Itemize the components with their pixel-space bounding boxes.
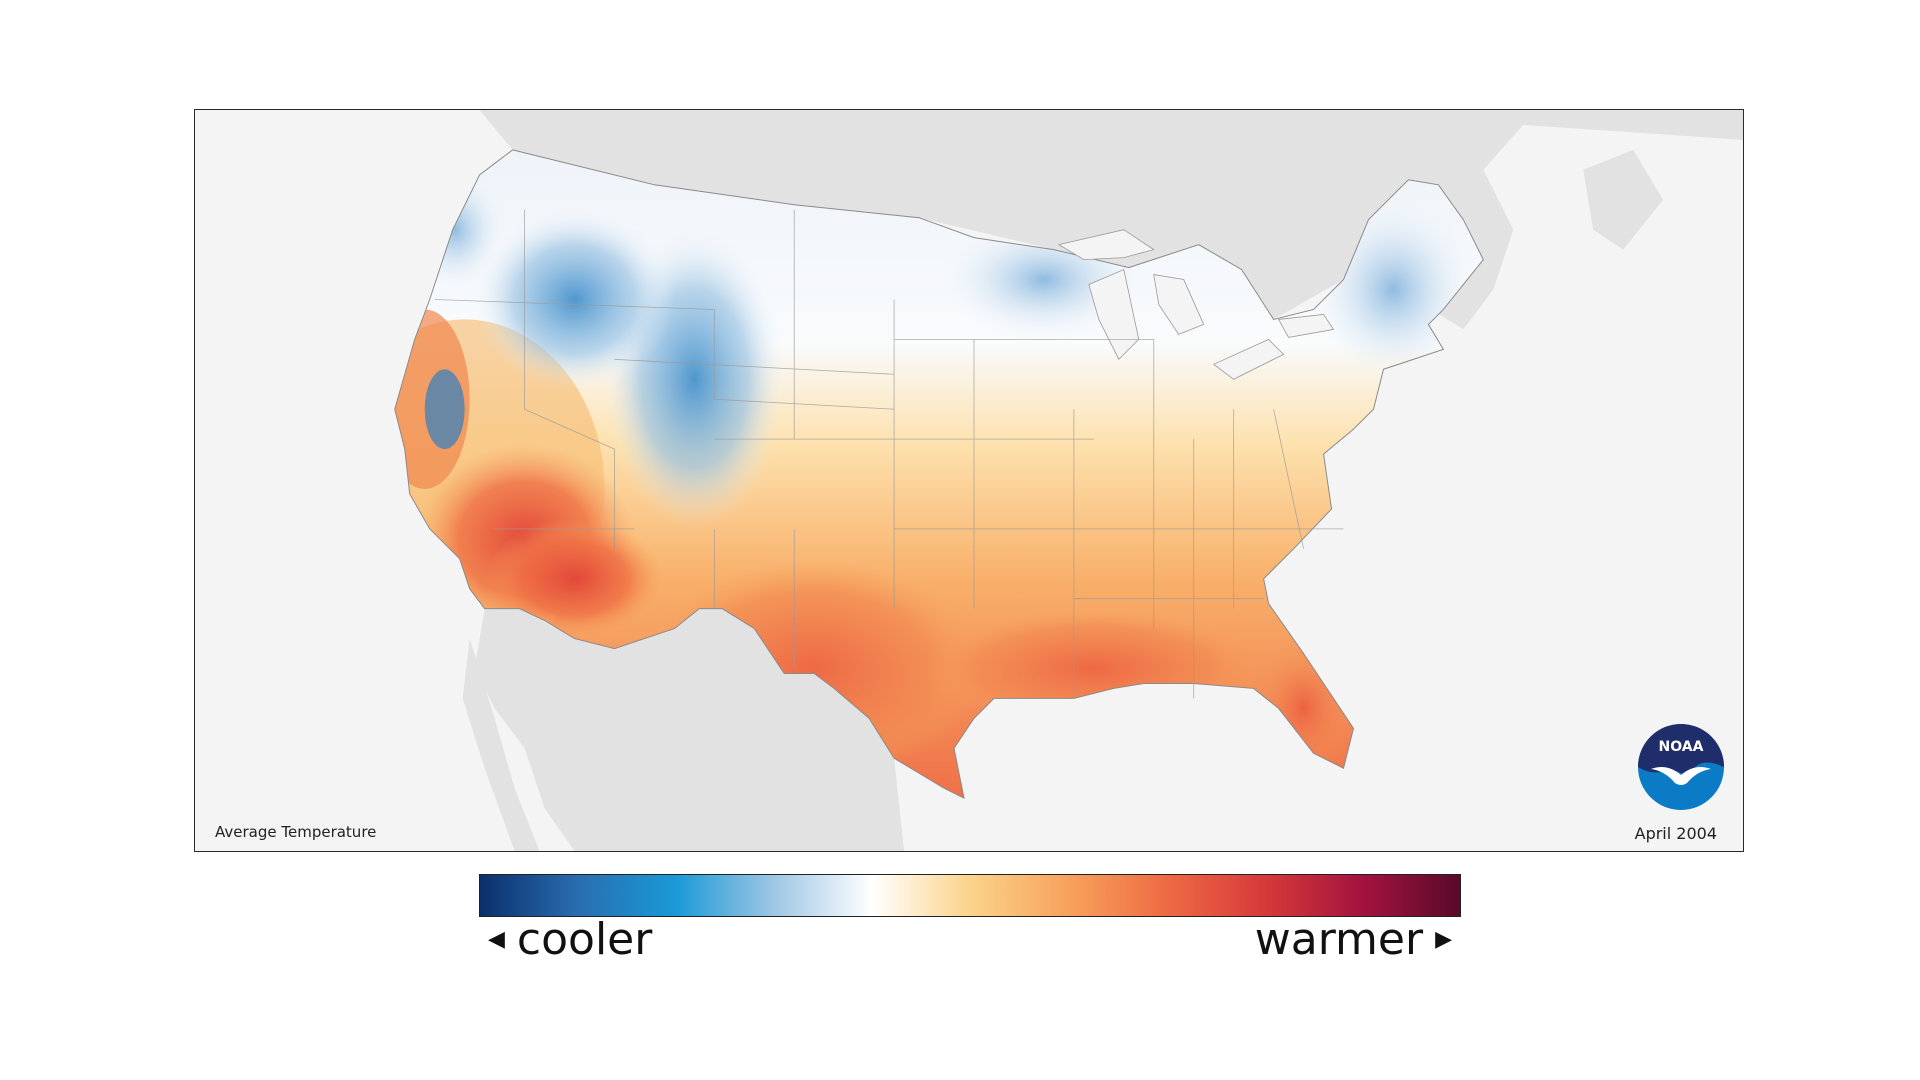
cooler-text: cooler: [516, 914, 653, 965]
map-date: April 2004: [1634, 824, 1717, 843]
map-title: Average Temperature: [215, 823, 377, 841]
noaa-logo: NOAA: [1638, 724, 1724, 810]
state-boundaries: [434, 209, 1344, 699]
us-temperature-map-graphic: [394, 110, 1743, 851]
warmer-text: warmer: [1254, 914, 1424, 965]
legend-cooler-label: ◀ cooler: [488, 914, 652, 965]
greenland-islands: [1583, 149, 1664, 250]
canada-land: [434, 110, 1743, 330]
legend-warmer-label: warmer ▶: [1255, 914, 1452, 965]
right-arrow-icon: ▶: [1435, 927, 1452, 952]
great-lakes: [1057, 229, 1335, 380]
baja-land: [462, 638, 540, 851]
left-arrow-icon: ◀: [488, 927, 505, 952]
color-scale-legend: [479, 874, 1461, 917]
noaa-logo-text: NOAA: [1659, 739, 1704, 755]
temperature-map: Average Temperature April 2004 NOAA: [194, 109, 1744, 852]
mexico-land: [474, 608, 905, 851]
